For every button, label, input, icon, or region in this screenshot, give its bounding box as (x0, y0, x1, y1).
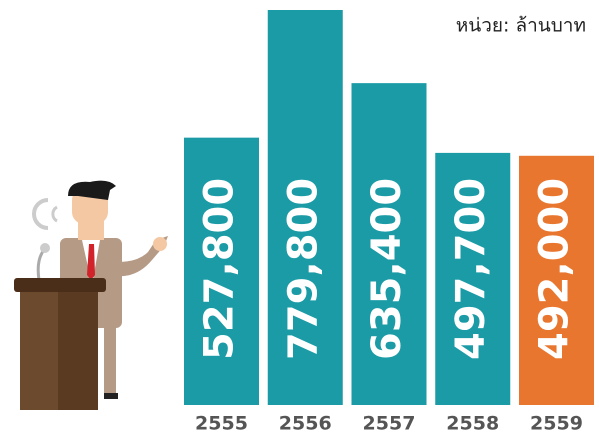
bar (519, 155, 594, 405)
value-label: 635,400 (364, 178, 410, 360)
value-label: 497,700 (448, 178, 494, 360)
x-tick-label: 2556 (279, 413, 332, 433)
bar (435, 152, 511, 405)
x-tick-label: 2559 (530, 413, 583, 433)
x-tick-label: 2555 (195, 413, 248, 433)
bar (184, 137, 259, 405)
bar (267, 10, 343, 405)
x-tick-label: 2558 (446, 413, 499, 433)
value-label: 779,800 (280, 178, 326, 360)
value-label: 527,800 (197, 178, 243, 360)
x-tick-label: 2557 (363, 413, 416, 433)
value-label: 492,000 (532, 178, 578, 360)
speaker-illustration (14, 180, 168, 410)
bar (351, 83, 427, 405)
unit-label: หน่วย: ล้านบาท (456, 15, 586, 37)
